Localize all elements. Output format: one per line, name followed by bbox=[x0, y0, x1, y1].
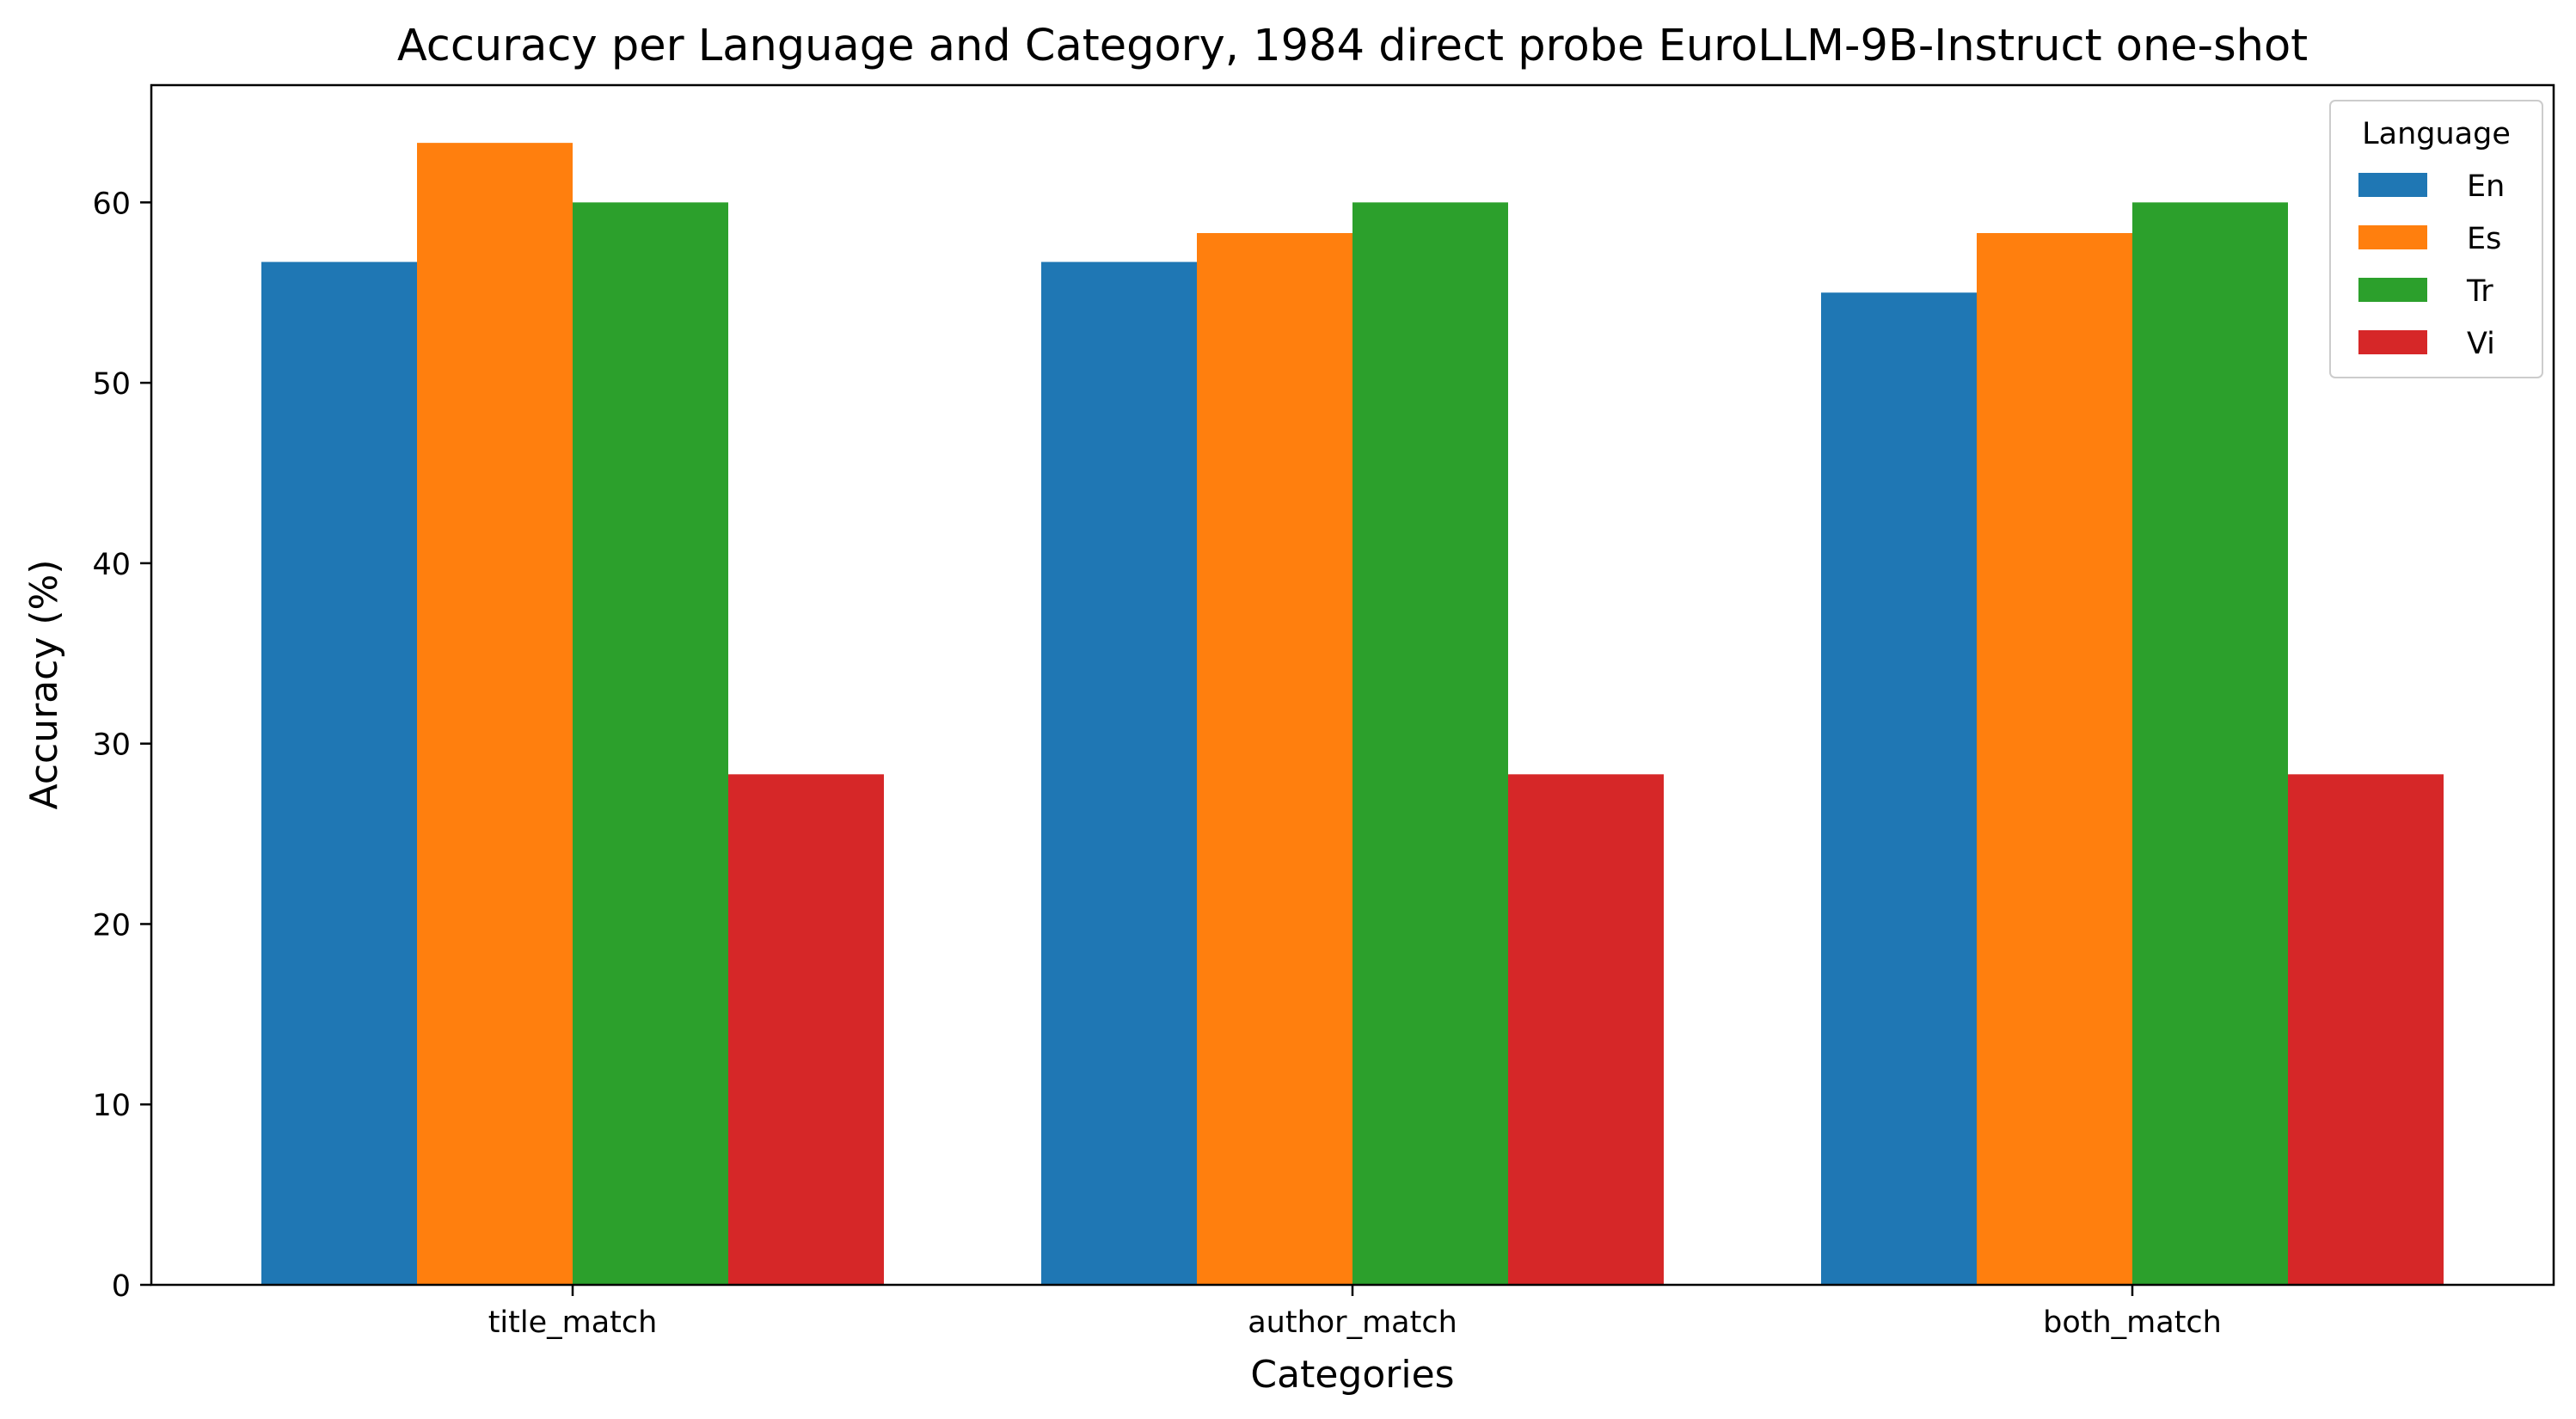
bar-en-author-match bbox=[1041, 261, 1197, 1285]
bar-vi-title-match bbox=[728, 774, 884, 1285]
y-tick-label: 50 bbox=[92, 367, 131, 402]
x-tick-label: title_match bbox=[488, 1305, 658, 1340]
legend: Language En Es Tr Vi bbox=[2329, 100, 2543, 378]
y-tick-label: 30 bbox=[92, 728, 131, 763]
bar-tr-both-match bbox=[2132, 202, 2288, 1285]
legend-label-vi: Vi bbox=[2467, 327, 2495, 361]
y-tick-label: 60 bbox=[92, 187, 131, 221]
bar-vi-both-match bbox=[2288, 774, 2444, 1285]
bar-en-title-match bbox=[261, 261, 417, 1285]
legend-label-es: Es bbox=[2467, 222, 2501, 256]
y-tick-label: 20 bbox=[92, 908, 131, 943]
legend-swatch-en bbox=[2358, 173, 2427, 197]
legend-swatch-tr bbox=[2358, 278, 2427, 302]
bar-en-both-match bbox=[1821, 292, 1977, 1285]
bars-group bbox=[261, 143, 2444, 1286]
x-tick-label: author_match bbox=[1248, 1305, 1457, 1340]
y-tick-label: 40 bbox=[92, 548, 131, 582]
legend-label-en: En bbox=[2467, 169, 2505, 204]
y-axis-label: Accuracy (%) bbox=[22, 559, 66, 809]
bar-es-both-match bbox=[1977, 233, 2132, 1286]
y-axis: 0 10 20 30 40 50 60 bbox=[92, 187, 151, 1304]
bar-tr-title-match bbox=[573, 202, 728, 1285]
bar-es-title-match bbox=[417, 143, 573, 1286]
x-tick-label: both_match bbox=[2043, 1305, 2222, 1340]
x-axis: title_match author_match both_match bbox=[488, 1285, 2222, 1340]
y-tick-label: 0 bbox=[112, 1269, 131, 1304]
legend-box bbox=[2329, 100, 2543, 378]
legend-title: Language bbox=[2362, 117, 2511, 151]
x-axis-label: Categories bbox=[1250, 1353, 1454, 1397]
chart-title: Accuracy per Language and Category, 1984… bbox=[397, 21, 2308, 71]
legend-label-tr: Tr bbox=[2466, 274, 2493, 309]
y-tick-label: 10 bbox=[92, 1089, 131, 1123]
legend-swatch-es bbox=[2358, 225, 2427, 249]
bar-tr-author-match bbox=[1352, 202, 1508, 1285]
bar-vi-author-match bbox=[1508, 774, 1664, 1285]
plot-frame bbox=[150, 83, 2555, 1287]
legend-swatch-vi bbox=[2358, 330, 2427, 354]
bar-es-author-match bbox=[1197, 233, 1352, 1286]
